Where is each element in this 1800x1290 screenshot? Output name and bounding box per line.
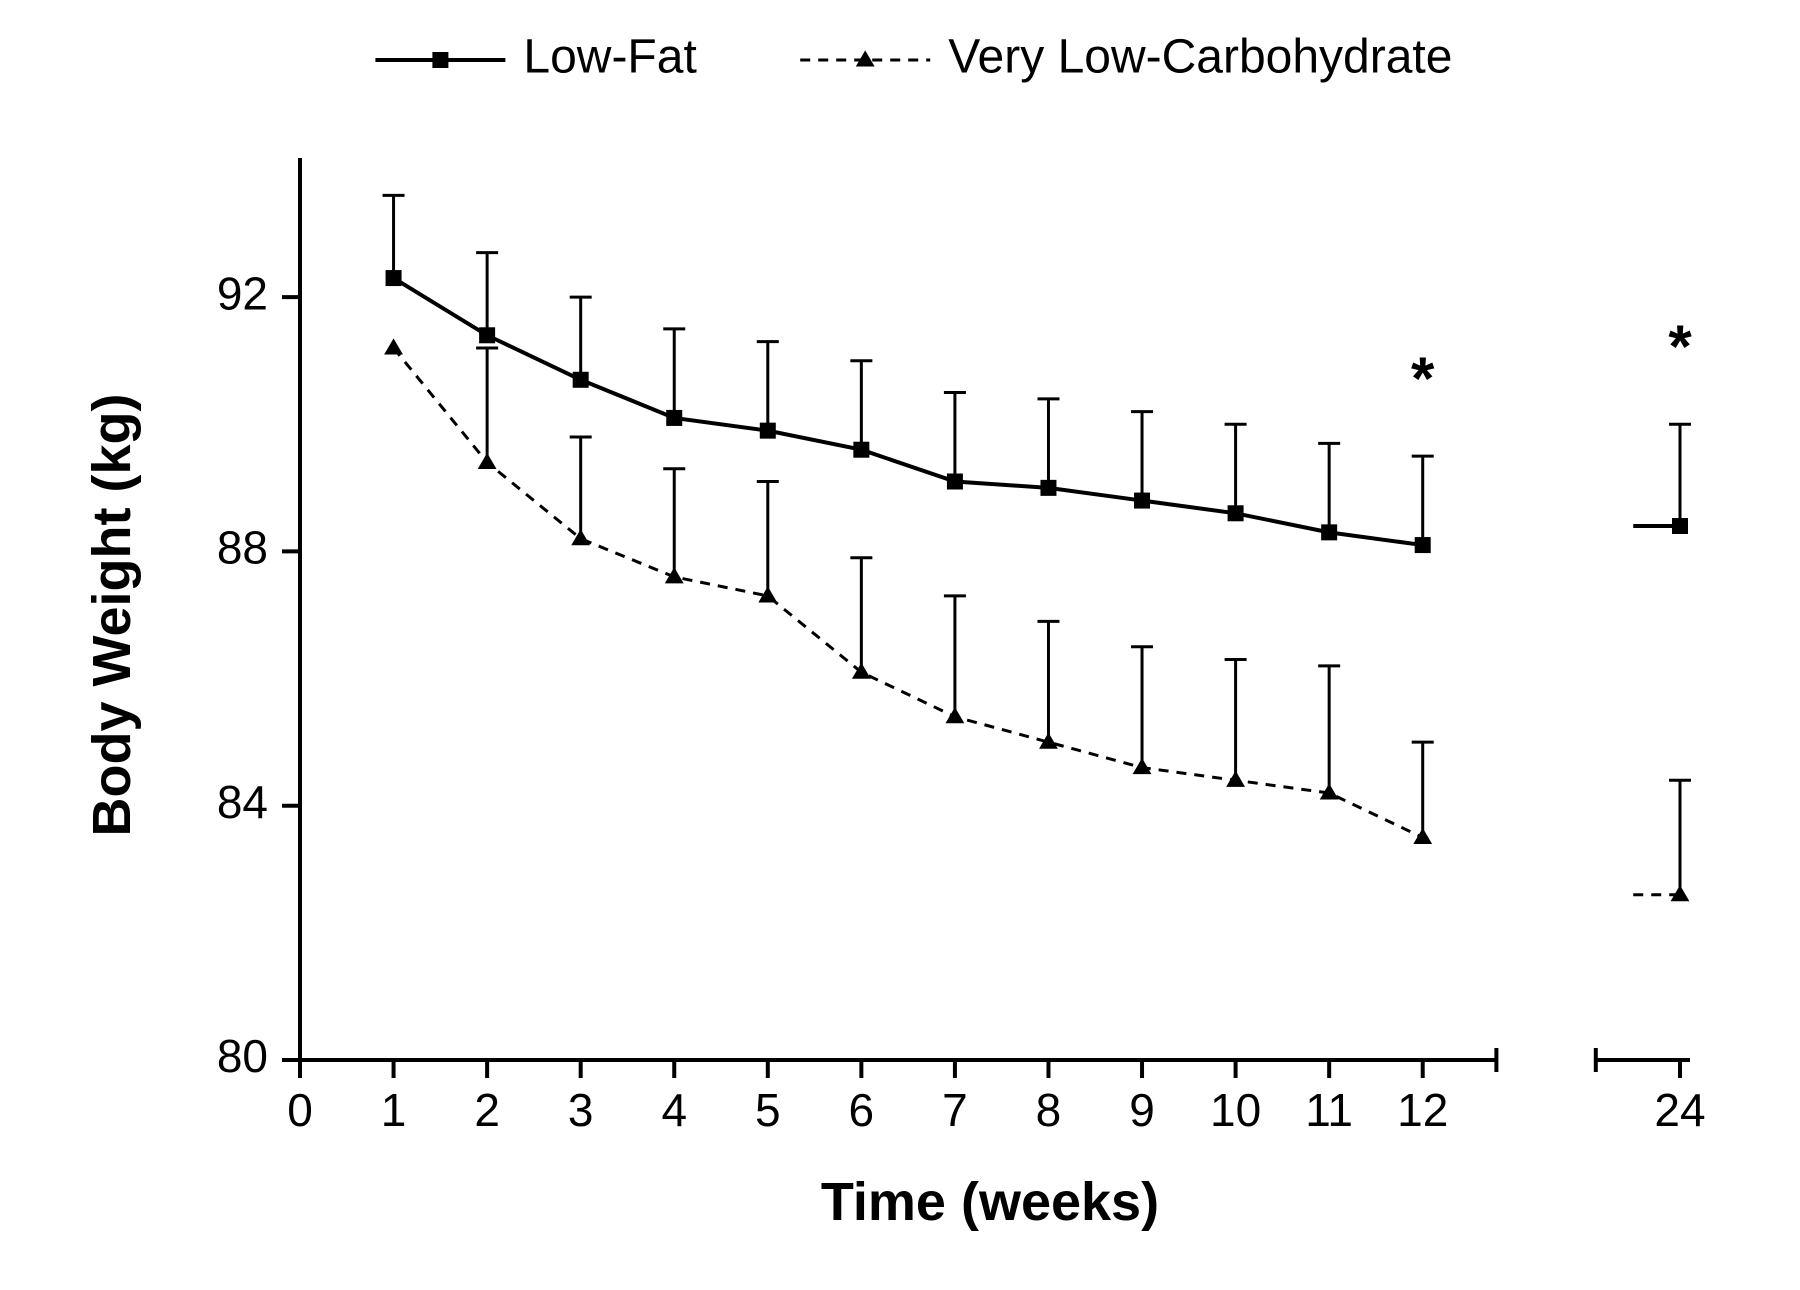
- x-tick-label: 2: [474, 1084, 500, 1136]
- chart-container: 80848892012345678910111224Body Weight (k…: [0, 0, 1800, 1290]
- significance-asterisk: *: [1411, 345, 1435, 412]
- x-tick-label: 9: [1129, 1084, 1155, 1136]
- y-tick-label: 88: [217, 522, 268, 574]
- x-tick-label: 6: [849, 1084, 875, 1136]
- x-tick-label: 10: [1210, 1084, 1261, 1136]
- x-tick-label: 0: [287, 1084, 313, 1136]
- x-tick-label: 11: [1305, 1084, 1353, 1136]
- legend: Low-Fat Very Low-Carbohydrate: [375, 31, 1452, 84]
- x-tick-label: 7: [942, 1084, 968, 1136]
- series-line: [394, 278, 1423, 545]
- x-tick-label: 24: [1654, 1084, 1705, 1136]
- x-tick-label: 12: [1397, 1084, 1448, 1136]
- x-axis-label: Time (weeks): [821, 1172, 1159, 1232]
- significance-asterisk: *: [1668, 313, 1692, 380]
- y-tick-label: 92: [217, 267, 268, 319]
- y-axis-label: Body Weight (kg): [82, 394, 142, 837]
- legend-label: Very Low-Carbohydrate: [948, 31, 1452, 84]
- series-line: [394, 348, 1423, 838]
- y-tick-label: 84: [217, 776, 268, 828]
- x-tick-label: 5: [755, 1084, 781, 1136]
- y-tick-label: 80: [217, 1030, 268, 1082]
- legend-label: Low-Fat: [523, 31, 696, 84]
- x-tick-label: 8: [1036, 1084, 1062, 1136]
- x-tick-label: 4: [661, 1084, 687, 1136]
- x-tick-label: 1: [381, 1084, 407, 1136]
- x-tick-label: 3: [568, 1084, 594, 1136]
- body-weight-chart: 80848892012345678910111224Body Weight (k…: [0, 0, 1800, 1290]
